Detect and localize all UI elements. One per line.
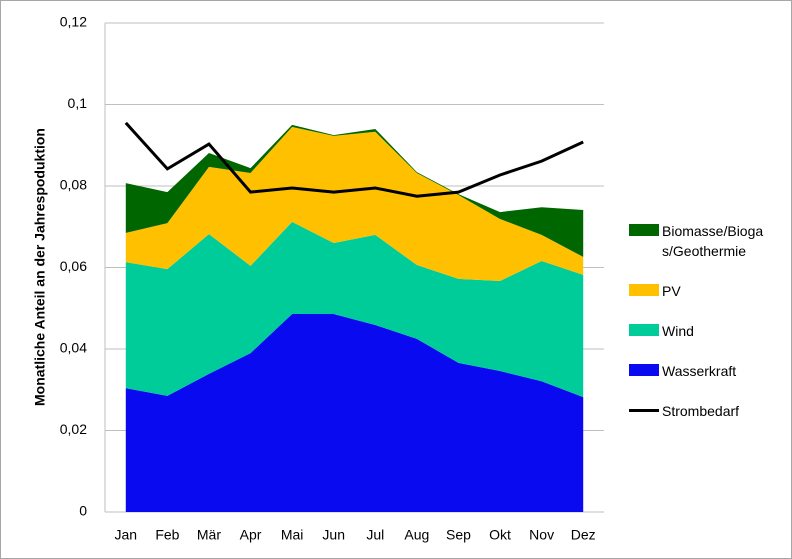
x-tick-label: Aug: [404, 527, 429, 543]
legend-label: PV: [662, 283, 681, 299]
x-tick-label: Dez: [571, 527, 596, 543]
legend-swatch: [629, 364, 659, 376]
area: [125, 221, 584, 398]
legend-label: Wind: [662, 323, 694, 339]
legend-swatch: [629, 409, 659, 412]
legend-label: Biomasse/Biogas/Geothermie: [662, 223, 764, 259]
legend-item: Wind: [629, 321, 779, 341]
x-tick-label: Sep: [446, 527, 471, 543]
legend-item: Strombedarf: [629, 401, 779, 421]
line: [124, 121, 584, 198]
legend-swatch: [629, 324, 659, 336]
y-axis-label: Monatliche Anteil an der Jahrespoduktion: [32, 128, 48, 406]
y-tick-label: 0,08: [60, 177, 87, 193]
x-tick-label: Okt: [489, 527, 511, 543]
area: [125, 313, 584, 512]
legend-item: PV: [629, 281, 779, 301]
legend-item: Wasserkraft: [629, 361, 779, 381]
area: [125, 126, 584, 281]
x-tick-label: Feb: [155, 527, 179, 543]
legend: Biomasse/Biogas/Geothermie PV Wind Wasserkr…: [629, 221, 779, 441]
x-tick-label: Apr: [240, 527, 262, 543]
x-tick-label: Mär: [197, 527, 221, 543]
x-tick-label: Jun: [322, 527, 345, 543]
y-tick-label: 0,1: [68, 95, 88, 111]
y-tick-label: 0: [79, 503, 87, 519]
x-tick-label: Jul: [366, 527, 384, 543]
y-tick-label: 0,04: [60, 340, 87, 356]
x-tick-label: Jan: [115, 527, 138, 543]
legend-swatch: [629, 284, 659, 296]
legend-label: Strombedarf: [662, 403, 740, 419]
legend-label: Wasserkraft: [662, 363, 737, 379]
x-tick-label: Mai: [281, 527, 304, 543]
y-tick-label: 0,12: [60, 14, 87, 30]
y-tick-label: 0,02: [60, 421, 87, 437]
legend-swatch: [629, 224, 659, 236]
y-tick-label: 0,06: [60, 258, 87, 274]
legend-item: Biomasse/Biogas/Geothermie: [629, 221, 779, 261]
x-tick-label: Nov: [529, 527, 554, 543]
